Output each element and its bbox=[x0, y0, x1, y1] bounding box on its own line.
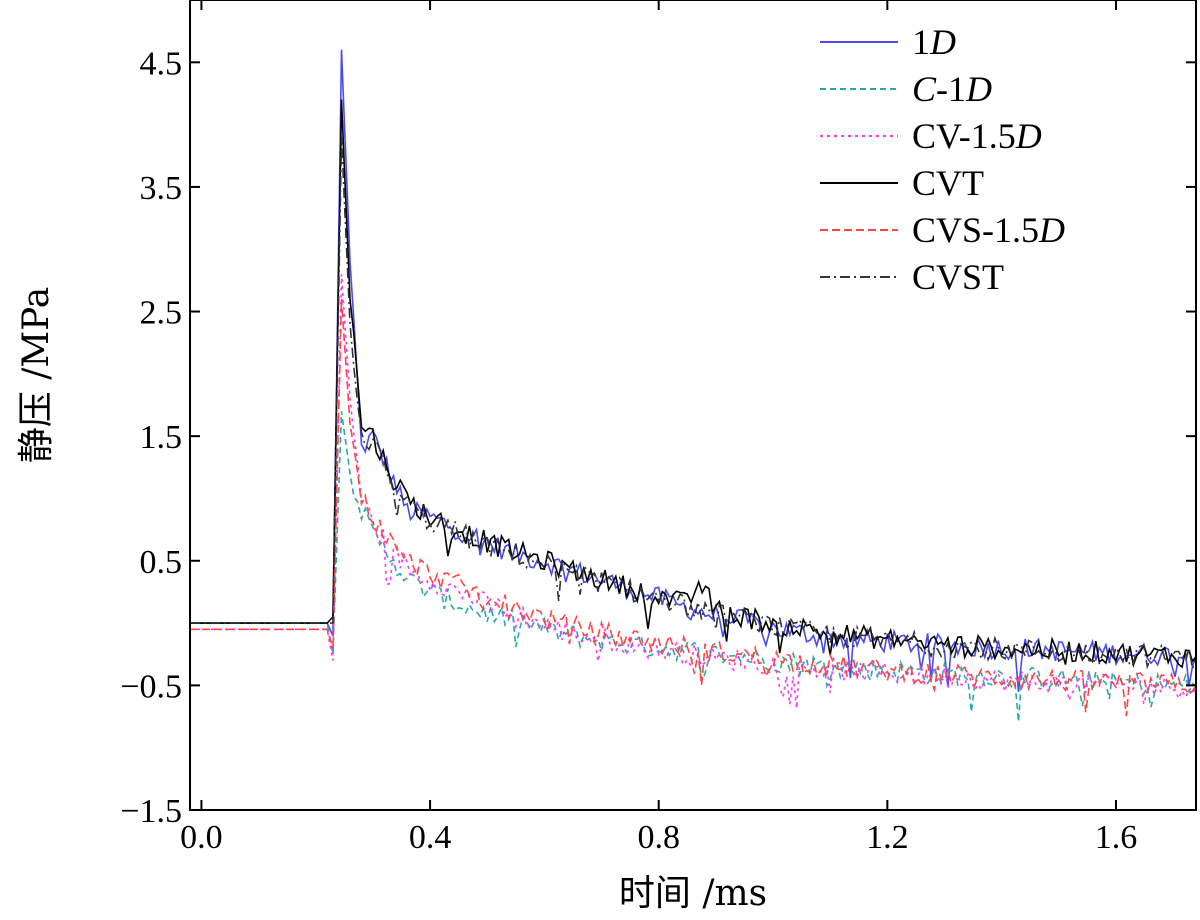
legend-label-part: -1 bbox=[936, 69, 966, 109]
legend-label-part: CVST bbox=[912, 257, 1004, 297]
y-tick-label: 4.5 bbox=[140, 45, 183, 82]
series-line-c-1d bbox=[190, 411, 1197, 722]
y-tick-label: 2.5 bbox=[140, 295, 183, 332]
legend-entry: CVT bbox=[820, 163, 984, 203]
x-axis-label: 时间 /ms bbox=[619, 873, 767, 914]
y-tick-label: 0.5 bbox=[140, 544, 183, 581]
legend-label-part: C bbox=[912, 69, 937, 109]
x-tick-label: 1.2 bbox=[866, 819, 909, 856]
series-line-cvst bbox=[190, 137, 1197, 670]
series-line-cvt bbox=[190, 99, 1197, 669]
y-tick-label: 1.5 bbox=[140, 419, 183, 456]
ticks-layer: 0.0 0.4 0.8 1.2 1.6 4.5 3.5 2.5 1.5 0.5 −0.5 −1.5 bbox=[120, 0, 1196, 856]
y-tick-label: −0.5 bbox=[120, 668, 182, 705]
x-tick-label: 1.6 bbox=[1095, 819, 1138, 856]
y-tick-label: −1.5 bbox=[120, 793, 182, 830]
legend-label-part: D bbox=[1015, 116, 1042, 156]
legend-label: 1D bbox=[912, 22, 956, 62]
legend-label-part: 1 bbox=[912, 22, 930, 62]
legend-label: C-1D bbox=[912, 69, 992, 109]
legend-entry: 1D bbox=[820, 22, 956, 62]
legend-label: CVST bbox=[912, 257, 1004, 297]
legend-label: CVS-1.5D bbox=[912, 210, 1065, 250]
legend-label-part: D bbox=[929, 22, 956, 62]
x-tick-label: 0.4 bbox=[409, 819, 452, 856]
legend-label-part: CVT bbox=[912, 163, 984, 203]
plot-frame bbox=[189, 0, 1197, 811]
legend-label: CV-1.5D bbox=[912, 116, 1042, 156]
legend-label-part: CV-1.5 bbox=[912, 116, 1016, 156]
y-axis-label: 静压 /MPa bbox=[16, 287, 57, 464]
series-layer bbox=[190, 49, 1197, 722]
legend-label-part: D bbox=[965, 69, 992, 109]
y-tick-label: 3.5 bbox=[140, 170, 183, 207]
legend-label: CVT bbox=[912, 163, 984, 203]
x-tick-label: 0.0 bbox=[180, 819, 223, 856]
series-line-cv-1-5d bbox=[190, 274, 1197, 709]
legend-entry: CVS-1.5D bbox=[820, 210, 1065, 250]
series-line-cvs-1-5d bbox=[190, 299, 1197, 717]
legend-entry: C-1D bbox=[820, 69, 992, 109]
legend-label-part: D bbox=[1038, 210, 1065, 250]
legend-label-part: CVS-1.5 bbox=[912, 210, 1039, 250]
x-tick-label: 0.8 bbox=[637, 819, 680, 856]
legend-entry: CVST bbox=[820, 257, 1004, 297]
legend-entry: CV-1.5D bbox=[820, 116, 1042, 156]
